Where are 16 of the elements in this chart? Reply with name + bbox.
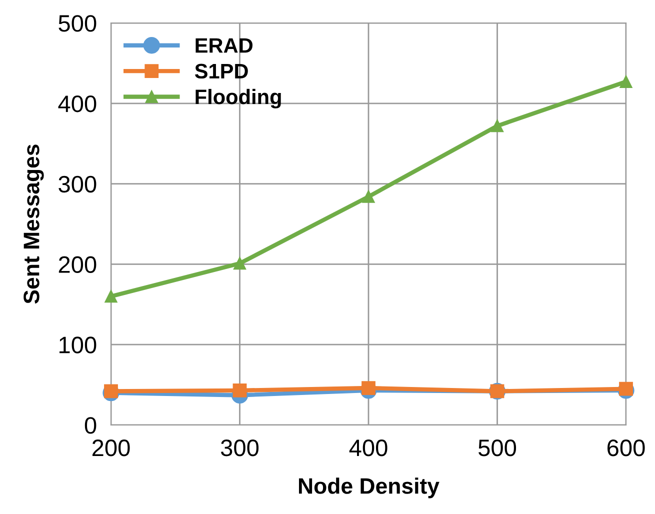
legend-label: Flooding bbox=[196, 88, 281, 108]
y-tick-label: 0 bbox=[84, 417, 96, 434]
x-tick-label: 600 bbox=[608, 440, 645, 456]
y-tick-label: 300 bbox=[58, 176, 96, 193]
legend-label: S1PD bbox=[194, 64, 248, 79]
x-tick-label: 300 bbox=[220, 440, 259, 456]
x-tick-label: 500 bbox=[478, 440, 516, 456]
y-tick-label: 400 bbox=[58, 95, 96, 112]
x-axis-title: Node Density bbox=[298, 478, 440, 498]
legend-label: ERAD bbox=[196, 38, 252, 53]
y-axis-title: Sent Messages bbox=[24, 144, 44, 304]
y-tick-label: 500 bbox=[58, 15, 96, 32]
x-tick-label: 400 bbox=[349, 440, 388, 456]
x-tick-label: 200 bbox=[92, 440, 130, 456]
y-tick-label: 200 bbox=[58, 256, 96, 273]
y-tick-label: 100 bbox=[60, 336, 96, 354]
